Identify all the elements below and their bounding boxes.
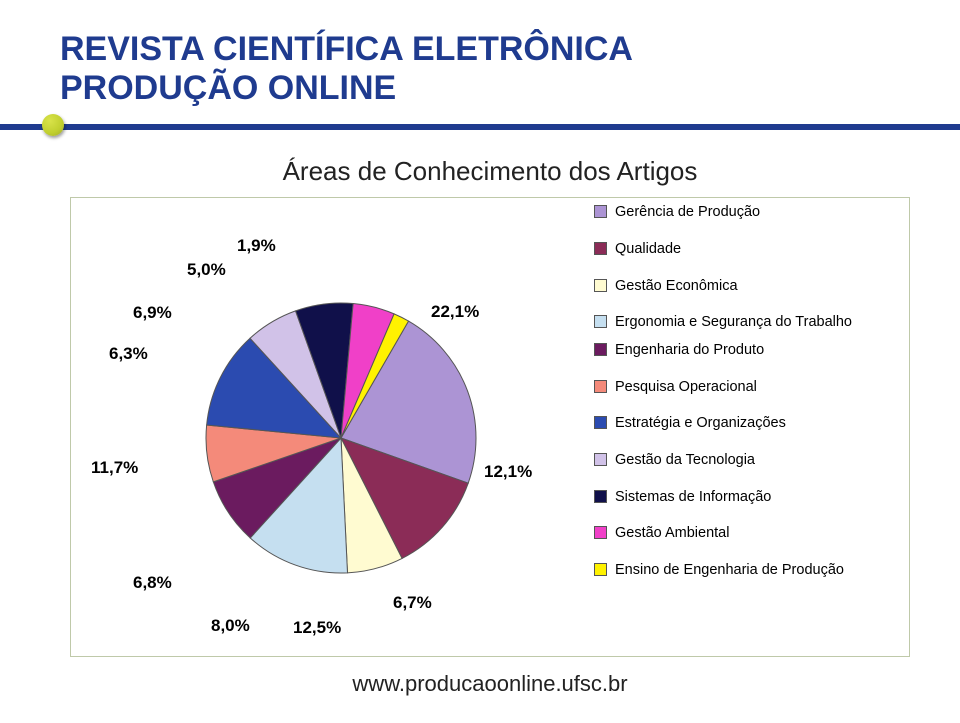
legend-swatch-icon <box>594 380 607 393</box>
pct-label: 11,7% <box>91 458 138 478</box>
footer-url: www.producaoonline.ufsc.br <box>60 671 920 697</box>
pct-label: 6,3% <box>109 344 148 364</box>
pct-label: 6,9% <box>133 303 172 323</box>
pct-label: 12,1% <box>484 462 532 482</box>
title-line-2: PRODUÇÃO ONLINE <box>60 69 920 108</box>
legend-label: Engenharia do Produto <box>615 342 894 359</box>
chart-box: 22,1% 12,1% 6,7% 12,5% 8,0% 6,8% 11,7% 6,3% 6,9%… <box>70 197 910 657</box>
legend-label: Estratégia e Organizações <box>615 415 894 432</box>
legend-item: Gestão Ambiental <box>594 525 894 542</box>
legend-label: Ensino de Engenharia de Produção <box>615 562 894 579</box>
legend-item: Pesquisa Operacional <box>594 379 894 396</box>
legend-item: Ensino de Engenharia de Produção <box>594 562 894 579</box>
pct-label: 6,8% <box>133 573 172 593</box>
pct-label: 6,7% <box>393 593 432 613</box>
legend-label: Pesquisa Operacional <box>615 379 894 396</box>
title-block: REVISTA CIENTÍFICA ELETRÔNICA PRODUÇÃO O… <box>60 30 920 108</box>
legend-item: Engenharia do Produto <box>594 342 894 359</box>
pct-label: 22,1% <box>431 302 479 322</box>
legend-item: Gestão Econômica <box>594 278 894 295</box>
legend-swatch-icon <box>594 205 607 218</box>
legend-label: Ergonomia e Segurança do Trabalho <box>615 314 894 331</box>
legend-item: Ergonomia e Segurança do Trabalho <box>594 314 894 331</box>
accent-bar <box>0 124 960 130</box>
legend: Gerência de Produção Qualidade Gestão Econ… <box>594 204 894 589</box>
accent-bar-row <box>60 116 920 146</box>
legend-item: Qualidade <box>594 241 894 258</box>
legend-swatch-icon <box>594 490 607 503</box>
legend-label: Gestão Ambiental <box>615 525 894 542</box>
pct-label: 12,5% <box>293 618 341 638</box>
title-line-1: REVISTA CIENTÍFICA ELETRÔNICA <box>60 30 920 69</box>
pie-area: 22,1%12,1%6,7%12,5%8,0%6,8%11,7%6,3%6,9%… <box>101 218 581 638</box>
pct-label: 5,0% <box>187 260 226 280</box>
legend-swatch-icon <box>594 315 607 328</box>
accent-bullet-icon <box>42 114 64 136</box>
legend-swatch-icon <box>594 343 607 356</box>
legend-label: Gerência de Produção <box>615 204 894 221</box>
legend-label: Sistemas de Informação <box>615 489 894 506</box>
legend-swatch-icon <box>594 242 607 255</box>
subtitle: Áreas de Conhecimento dos Artigos <box>60 156 920 187</box>
legend-label: Gestão Econômica <box>615 278 894 295</box>
legend-item: Estratégia e Organizações <box>594 415 894 432</box>
pct-label: 8,0% <box>211 616 250 636</box>
legend-item: Sistemas de Informação <box>594 489 894 506</box>
legend-swatch-icon <box>594 453 607 466</box>
legend-item: Gerência de Produção <box>594 204 894 221</box>
legend-swatch-icon <box>594 563 607 576</box>
legend-label: Qualidade <box>615 241 894 258</box>
legend-item: Gestão da Tecnologia <box>594 452 894 469</box>
pct-label: 1,9% <box>237 236 276 256</box>
legend-swatch-icon <box>594 526 607 539</box>
pie-chart <box>191 288 491 588</box>
legend-swatch-icon <box>594 416 607 429</box>
slide: REVISTA CIENTÍFICA ELETRÔNICA PRODUÇÃO O… <box>0 0 960 723</box>
legend-swatch-icon <box>594 279 607 292</box>
legend-label: Gestão da Tecnologia <box>615 452 894 469</box>
